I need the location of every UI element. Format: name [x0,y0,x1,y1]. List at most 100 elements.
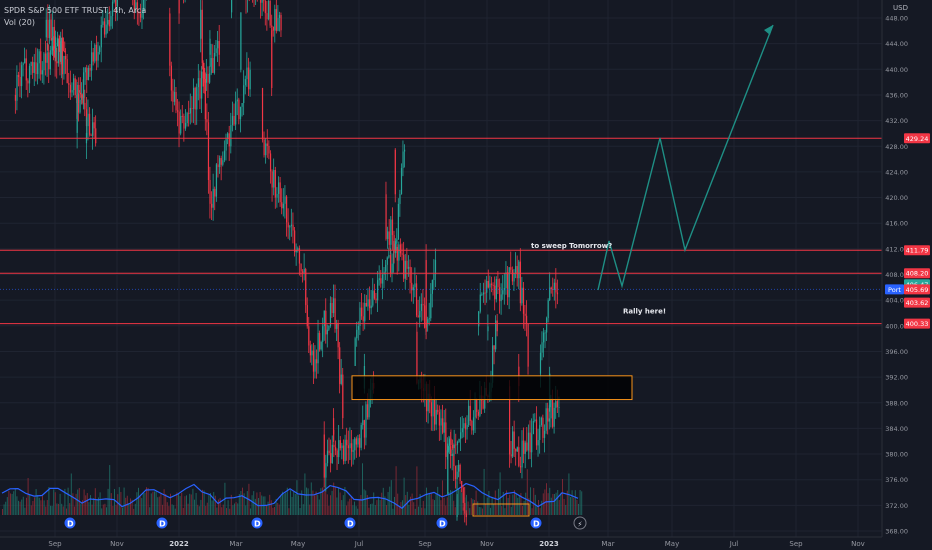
candle-body [515,448,517,452]
price-badge[interactable]: 405.69 [906,286,929,294]
candle-body [38,51,40,64]
dividend-icon[interactable] [435,516,449,530]
volume-bar [466,494,467,515]
candle-body [294,230,296,253]
level-price-badge[interactable]: 411.79 [906,247,929,255]
volume-bar [469,508,471,515]
projection-path[interactable] [597,24,774,291]
candle-body [79,99,81,113]
candle-body [453,444,455,449]
level-price-badge[interactable]: 400.33 [906,320,929,328]
candle-body [431,280,433,294]
volume-bar [93,498,95,515]
candle-body [220,158,222,165]
candle-body [207,73,209,83]
volume-bar [349,498,351,515]
price-badge[interactable]: 403.62 [906,299,929,307]
candle-body [539,352,542,374]
candle-body [556,401,559,408]
volume-bar [176,492,178,515]
volume-bar [421,507,423,515]
dividend-icon[interactable] [155,516,169,530]
candle-body [389,255,392,274]
volume-bar [179,496,181,515]
annotation-sweep-tomorrow[interactable]: to sweep Tomorrow? [531,242,612,250]
level-price-badge[interactable]: 429.24 [906,135,929,143]
volume-bar [211,500,213,515]
candle-body [46,52,48,63]
volume-bar [342,495,344,515]
candle-body [464,502,466,514]
volume-bar [334,487,336,515]
candle-body [217,164,219,168]
volume-bar [438,494,440,515]
candle-body [197,78,200,88]
volume-bar [352,505,354,515]
candle-body [547,300,549,319]
dividend-icon[interactable] [250,516,264,530]
candle-body [176,110,179,112]
candle-body [362,420,364,426]
volume-bar [200,499,202,515]
port-badge[interactable]: Port [888,286,901,294]
symbol-title[interactable]: SPDR S&P 500 ETF TRUST, 4h, Arca [4,6,147,15]
time-axis[interactable] [0,537,882,550]
candle-body [364,302,366,322]
volume-bar [150,493,152,515]
volume-indicator-title[interactable]: Vol (20) [4,18,35,27]
candle-body [261,0,263,3]
volume-highlight-box[interactable] [472,503,530,517]
volume-bar [318,499,320,515]
candle-body [116,0,118,7]
volume-bar [571,490,573,515]
candle-body [22,63,24,66]
dividend-icon[interactable] [63,516,77,530]
candle-body [107,19,109,25]
time-tick-label: May [291,540,305,548]
candle-body [448,438,451,446]
candle-body [347,445,349,449]
candle-body [205,73,208,83]
volume-bar [283,493,285,515]
volume-bar [450,490,451,515]
volume-bar [232,505,234,515]
candle-body [333,444,335,448]
candle-body [278,14,281,19]
volume-moving-average-line [1,482,579,509]
dividend-icon-letter: D [533,520,540,529]
volume-bar [128,503,130,515]
volume-bar [304,473,306,515]
dividend-icon[interactable] [343,516,357,530]
volume-bar [470,498,472,515]
lightning-icon[interactable] [573,516,587,530]
volume-bar [315,491,317,515]
candle-body [230,125,232,147]
candle-body [417,315,419,318]
volume-bar [43,500,45,515]
volume-bar [218,499,219,515]
volume-bar [120,491,122,515]
volume-bar [35,489,37,515]
volume-bar [286,487,288,515]
candle-body [512,431,514,457]
chart-legend: SPDR S&P 500 ETF TRUST, 4h, Arca Vol (20… [4,5,146,29]
demand-zone-box[interactable] [351,375,633,401]
candle-body [325,310,327,335]
dividend-icon[interactable] [529,516,543,530]
volume-bar [474,499,475,515]
candle-body [56,38,59,47]
candle-body [332,298,335,314]
candle-body [486,280,488,293]
candle-body [47,19,49,38]
volume-bar [504,508,506,515]
volume-bar [554,493,555,515]
volume-bar [90,495,91,515]
candle-body [455,444,457,446]
price-tick-label: 408.00 [885,271,908,279]
level-price-badge-bg [904,268,930,279]
volume-bar [26,497,27,515]
annotation-rally-here[interactable]: Rally here! [623,307,666,315]
level-price-badge[interactable]: 408.20 [906,270,929,278]
candle-body [266,143,268,146]
